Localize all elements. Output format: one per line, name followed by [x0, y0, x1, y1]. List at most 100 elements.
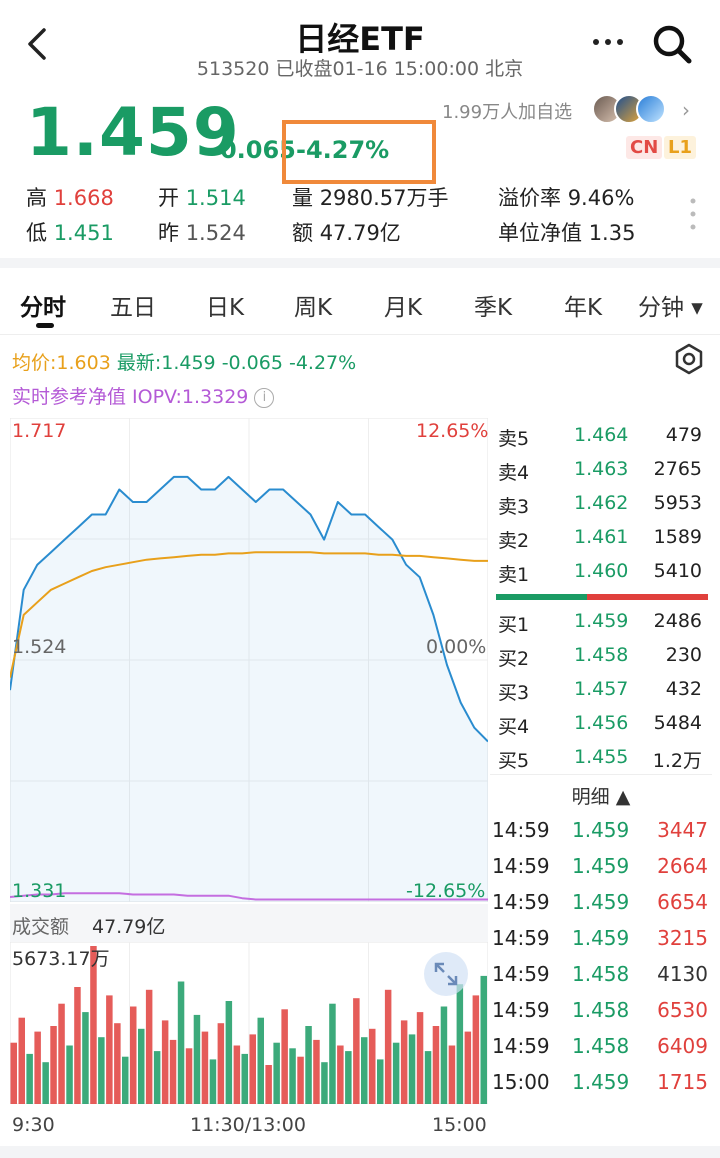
- volume-bar: [66, 1045, 73, 1104]
- y-tick-max: 1.717: [12, 420, 67, 442]
- chevron-right-icon[interactable]: ›: [682, 98, 690, 122]
- volume-bar: [177, 981, 185, 1104]
- volume-bar: [345, 1051, 352, 1104]
- more-vertical-icon[interactable]: [688, 196, 698, 236]
- volume-bar: [145, 989, 153, 1104]
- volume-bar: [400, 1020, 408, 1104]
- volume-bar: [74, 987, 81, 1104]
- trade-time: 14:59: [492, 890, 550, 914]
- tab-minute-dropdown[interactable]: 分钟 ▾: [638, 295, 703, 321]
- volume-max-label: 5673.17万: [12, 948, 110, 970]
- settings-icon[interactable]: [672, 342, 706, 376]
- volume-bar: [114, 1023, 121, 1104]
- stat-nav: 单位净值 1.35: [498, 221, 636, 245]
- level-price: 1.464: [574, 424, 629, 446]
- volume-bar: [281, 1009, 288, 1104]
- search-icon[interactable]: [650, 22, 694, 66]
- trade-time: 14:59: [492, 998, 550, 1022]
- tab-yearly-k[interactable]: 年K: [564, 295, 603, 321]
- volume-bar: [337, 1045, 344, 1104]
- stat-high: 高 1.668: [26, 186, 114, 210]
- y-tick-min: 1.331: [12, 880, 67, 902]
- trade-time: 15:00: [492, 1070, 550, 1094]
- level-label: 卖2: [498, 530, 530, 552]
- level-price: 1.461: [574, 526, 629, 548]
- trade-price: 1.459: [572, 926, 630, 950]
- volume-bar: [122, 1056, 129, 1104]
- trade-volume: 3447: [657, 818, 708, 842]
- level-volume: 230: [665, 644, 702, 666]
- watchlist-count[interactable]: 1.99万人加自选: [442, 102, 573, 123]
- bid-level-4[interactable]: 买4 1.456 5484: [494, 706, 708, 740]
- chevron-left-icon[interactable]: [22, 24, 54, 64]
- trade-price: 1.459: [572, 854, 630, 878]
- x-tick-midday: 11:30/13:00: [190, 1114, 306, 1136]
- x-tick-open: 9:30: [12, 1114, 55, 1136]
- page-title: 日经ETF: [295, 20, 425, 58]
- detail-toggle[interactable]: 明细 ▲: [571, 786, 631, 808]
- trade-volume: 3215: [657, 926, 708, 950]
- volume-bar: [153, 1051, 161, 1104]
- trade-detail-row: 14:59 1.458 4130: [490, 958, 712, 994]
- bid-level-5[interactable]: 买5 1.455 1.2万: [494, 740, 708, 774]
- volume-bar: [169, 1039, 177, 1104]
- trade-detail-row: 14:59 1.459 6654: [490, 886, 712, 922]
- level-volume: 2765: [653, 458, 702, 480]
- volume-bar: [408, 1034, 416, 1104]
- volume-bar: [233, 1045, 241, 1104]
- divider: [490, 774, 712, 775]
- volume-bar: [456, 984, 464, 1104]
- trade-detail-row: 14:59 1.458 6409: [490, 1030, 712, 1066]
- volume-bar: [90, 946, 97, 1104]
- iopv-line: [10, 892, 488, 901]
- tag-cn: CN: [626, 136, 663, 159]
- tab-weekly-k[interactable]: 周K: [294, 295, 333, 321]
- trade-time: 14:59: [492, 962, 550, 986]
- ask-level-3[interactable]: 卖3 1.462 5953: [494, 486, 708, 520]
- volume-bar: [106, 995, 113, 1104]
- level-price: 1.463: [574, 458, 629, 480]
- volume-bar: [353, 998, 360, 1104]
- trade-volume: 6530: [657, 998, 708, 1022]
- info-icon[interactable]: i: [254, 387, 275, 408]
- price-area: [10, 476, 488, 902]
- tab-daily-k[interactable]: 日K: [206, 295, 245, 321]
- level-price: 1.459: [574, 610, 629, 632]
- level-label: 卖4: [498, 462, 530, 484]
- tab-quarterly-k[interactable]: 季K: [474, 295, 513, 321]
- ask-level-1[interactable]: 卖5 1.464 479: [494, 418, 708, 452]
- volume-bar: [297, 1056, 304, 1104]
- iopv-line: 实时参考净值 IOPV:1.3329 i: [12, 382, 275, 409]
- volume-bar: [58, 1003, 65, 1104]
- intraday-price-chart[interactable]: [10, 418, 488, 902]
- trade-volume: 1715: [657, 1070, 708, 1094]
- ask-level-5[interactable]: 卖1 1.460 5410: [494, 554, 708, 588]
- tab-monthly-k[interactable]: 月K: [384, 295, 423, 321]
- volume-bar: [265, 1065, 272, 1104]
- expand-icon[interactable]: [424, 952, 468, 996]
- y-tick-mid-pct: 0.00%: [426, 636, 487, 658]
- trade-detail-row: 15:00 1.459 1715: [490, 1066, 712, 1102]
- level-volume: 432: [665, 678, 702, 700]
- level-label: 买3: [498, 682, 530, 704]
- volume-bar: [161, 1020, 169, 1104]
- volume-bar: [305, 1026, 312, 1104]
- level-volume: 2486: [653, 610, 702, 632]
- volume-bar: [209, 1059, 217, 1104]
- ask-level-4[interactable]: 卖2 1.461 1589: [494, 520, 708, 554]
- trade-price: 1.458: [572, 998, 630, 1022]
- price-change: -0.065: [210, 136, 296, 164]
- more-horizontal-icon[interactable]: [588, 30, 628, 54]
- tab-five-day[interactable]: 五日: [110, 295, 156, 321]
- volume-chart[interactable]: [10, 942, 488, 1104]
- trade-price: 1.459: [572, 1070, 630, 1094]
- volume-bar: [448, 1045, 456, 1104]
- ask-level-2[interactable]: 卖4 1.463 2765: [494, 452, 708, 486]
- bid-level-2[interactable]: 买2 1.458 230: [494, 638, 708, 672]
- bid-level-1[interactable]: 买1 1.459 2486: [494, 604, 708, 638]
- volume-bar: [225, 1001, 233, 1104]
- tab-intraday[interactable]: 分时: [20, 295, 66, 321]
- buy-sell-ratio-bar: [496, 594, 708, 600]
- level-label: 买5: [498, 750, 530, 772]
- bid-level-3[interactable]: 买3 1.457 432: [494, 672, 708, 706]
